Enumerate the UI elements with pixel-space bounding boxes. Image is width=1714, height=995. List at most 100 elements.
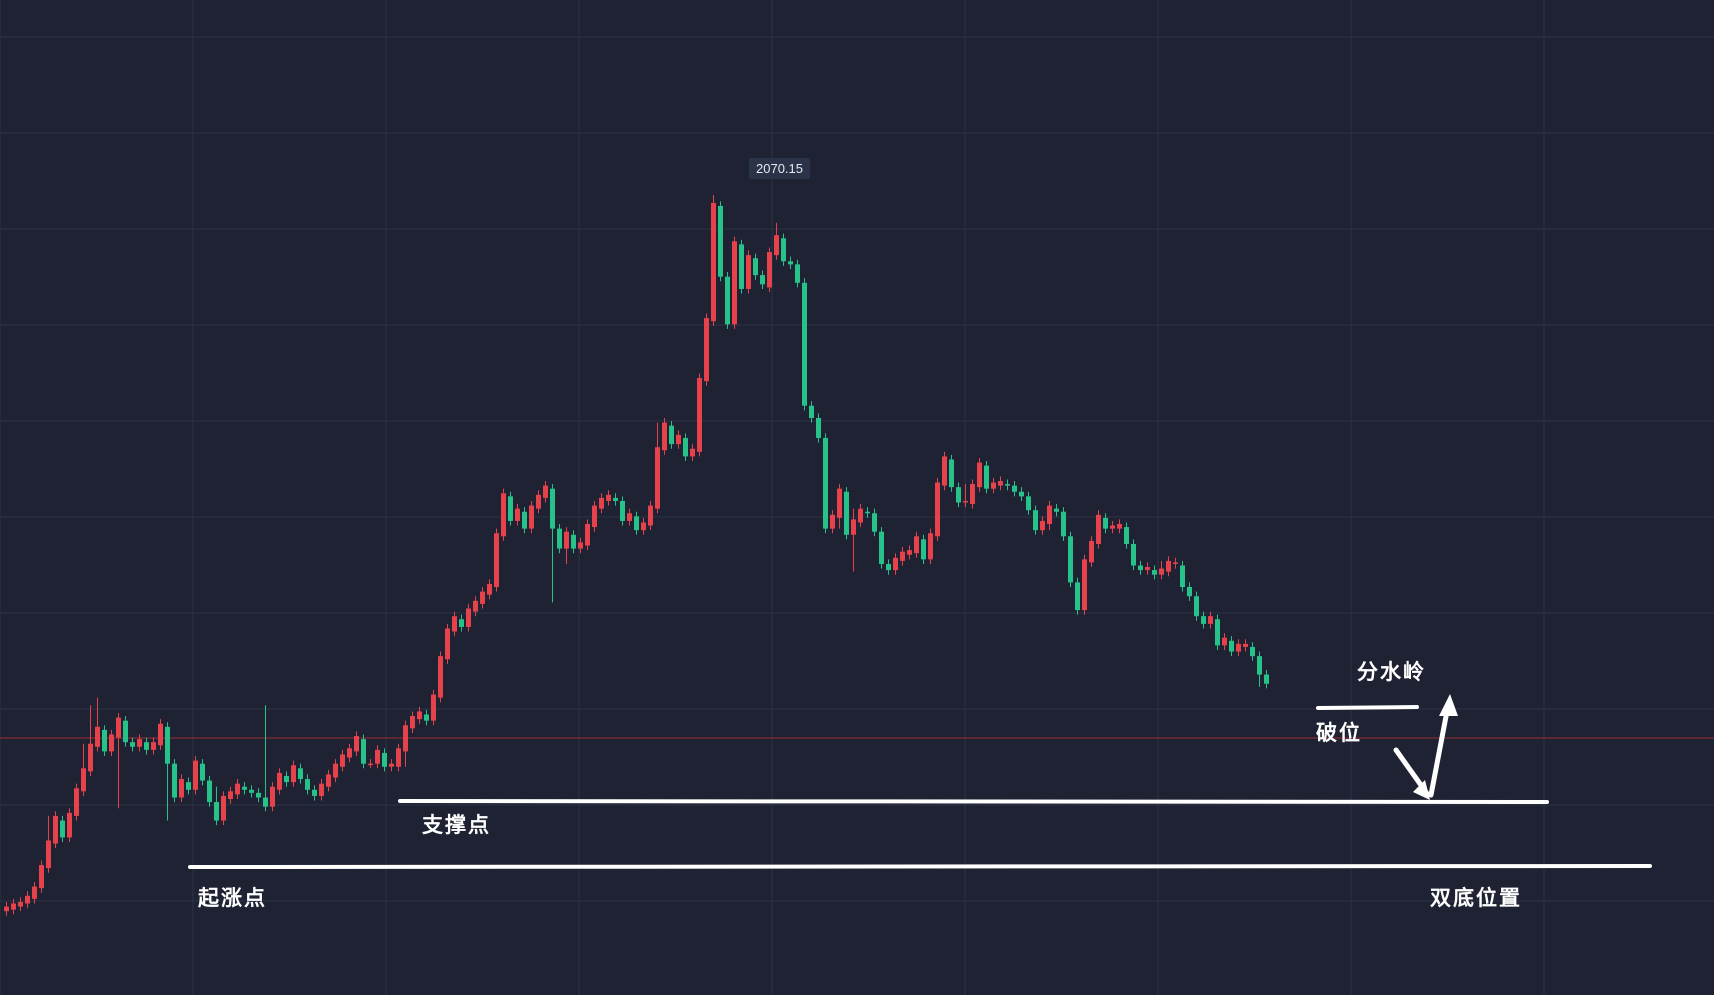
candle-body [1096, 514, 1101, 544]
candle-body [354, 736, 359, 752]
candle-body [263, 797, 268, 807]
candle-body [1026, 496, 1031, 511]
candle-body [634, 516, 639, 531]
candle-body [123, 720, 128, 743]
annotation-support: 支撑点 [422, 813, 491, 837]
candle-body [74, 788, 79, 816]
candle-body [788, 261, 793, 265]
candle-body [998, 480, 1003, 486]
peak-price-label: 2070.15 [749, 158, 810, 179]
candle-body [1152, 570, 1157, 575]
candle-body [1117, 524, 1122, 529]
candle-body [956, 487, 961, 503]
candle-body [1145, 567, 1150, 571]
candle-body [529, 505, 534, 529]
candle-body [1012, 485, 1017, 492]
candle-body [95, 726, 100, 747]
candle-body [200, 763, 205, 781]
candle-body [165, 726, 170, 764]
candle-body [382, 752, 387, 767]
candle-body [662, 422, 667, 451]
candle-body [543, 485, 548, 498]
candle-body [25, 895, 30, 904]
candle-body [410, 716, 415, 729]
candle-body [606, 494, 611, 501]
candle-body [389, 763, 394, 767]
candle-body [1236, 643, 1241, 652]
candle-body [977, 462, 982, 488]
candle-body [620, 500, 625, 521]
candle-body [522, 511, 527, 529]
candle-body [368, 763, 373, 766]
candle-body [585, 524, 590, 546]
candle-body [438, 656, 443, 698]
candle-body [564, 531, 569, 549]
candle-body [683, 437, 688, 457]
candle-body [844, 491, 849, 535]
candle-body [515, 508, 520, 521]
candle-body [1201, 616, 1206, 624]
candle-body [816, 418, 821, 438]
candle-body [557, 528, 562, 549]
candle-body [1040, 520, 1045, 531]
candle-body [900, 551, 905, 561]
candle-body [18, 901, 23, 907]
candle-body [893, 557, 898, 571]
candle-body [81, 768, 86, 792]
candle-body [858, 508, 863, 523]
candle-body [312, 789, 317, 796]
start-point-line [188, 864, 1652, 869]
candle-body [501, 493, 506, 537]
candle-body [67, 812, 72, 838]
candle-body [158, 723, 163, 746]
candle-body [809, 405, 814, 419]
candle-body [886, 563, 891, 571]
candle-body [1257, 656, 1262, 675]
candle-body [256, 792, 261, 798]
candle-body [228, 791, 233, 800]
candle-body [781, 238, 786, 262]
down-arrow-head [1413, 780, 1430, 800]
candle-body [739, 244, 744, 289]
candle-body [984, 465, 989, 489]
candle-body [676, 434, 681, 445]
candle-body [1243, 643, 1248, 647]
candle-body [1264, 674, 1269, 684]
candle-body [592, 505, 597, 528]
candle-body [249, 789, 254, 793]
candle-body [172, 763, 177, 798]
candle-body [879, 531, 884, 564]
candle-body [704, 318, 709, 382]
candle-body [1110, 525, 1115, 529]
annotation-double-bottom: 双底位置 [1430, 886, 1522, 910]
annotation-start-point: 起涨点 [198, 886, 267, 910]
candle-body [599, 497, 604, 509]
candle-body [697, 378, 702, 452]
candle-body [277, 772, 282, 790]
candle-body [88, 743, 93, 772]
candle-body [116, 717, 121, 738]
candle-body [403, 725, 408, 752]
candle-body [949, 459, 954, 488]
candle-body [837, 488, 842, 518]
candle-body [480, 591, 485, 604]
candle-body [375, 749, 380, 764]
candle-body [473, 600, 478, 612]
candle-body [4, 906, 9, 912]
candle-body [725, 276, 730, 325]
candle-body [669, 425, 674, 445]
candle-body [193, 760, 198, 790]
candle-body [760, 275, 765, 285]
candle-body [711, 202, 716, 322]
candle-body [1131, 543, 1136, 566]
candle-body [466, 608, 471, 627]
candle-body [1068, 536, 1073, 583]
candle-body [942, 456, 947, 486]
candle-body [39, 865, 44, 889]
candle-body [242, 786, 247, 790]
candle-body [60, 820, 65, 838]
candle-body [1089, 540, 1094, 563]
candle-body [767, 252, 772, 288]
candle-body [144, 742, 149, 750]
candle-body [1229, 640, 1234, 652]
